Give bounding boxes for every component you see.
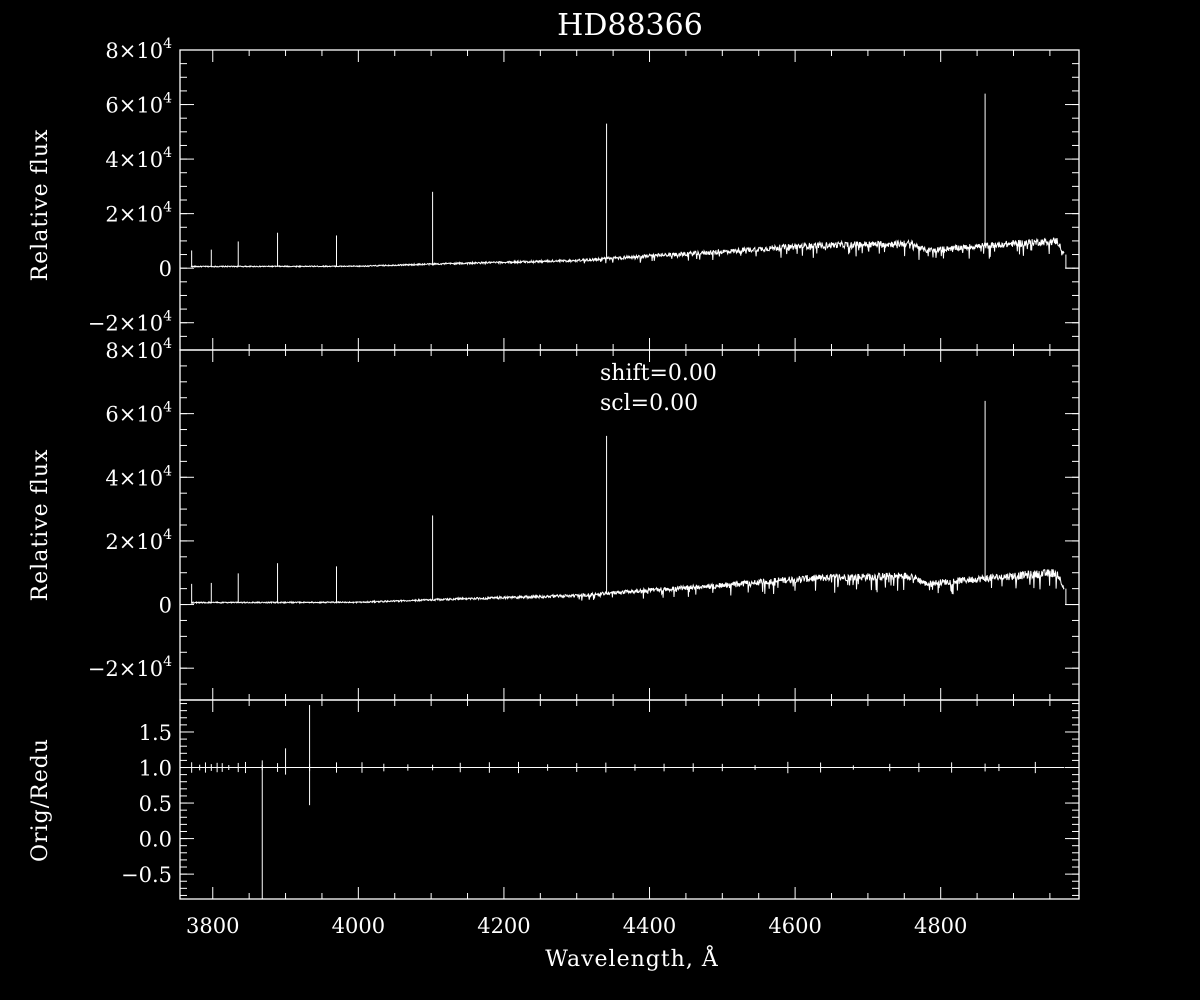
panel-frame	[179, 699, 1080, 900]
y-axis-label: Relative flux	[28, 129, 53, 282]
y-tick-label: 1.0	[139, 757, 172, 781]
chart-title: HD88366	[557, 8, 703, 43]
y-tick-label: −2×104	[88, 654, 172, 681]
y-tick-label: 0.0	[139, 828, 172, 852]
x-tick-label: 4200	[477, 914, 530, 938]
scl-annotation: scl=0.00	[600, 391, 698, 416]
y-axis-label: Orig/Redu	[28, 738, 53, 862]
x-tick-label: 3800	[186, 914, 239, 938]
y-tick-label: 1.5	[139, 721, 172, 745]
y-tick-label: −0.5	[121, 863, 172, 887]
spectrum-line	[190, 237, 1065, 269]
shift-annotation: shift=0.00	[600, 361, 717, 386]
y-tick-label: 8×104	[105, 36, 172, 63]
x-tick-label: 4800	[914, 914, 967, 938]
middle-flux-panel: −2×104 0 2×104 4×104 6×104 8×104 Relative flux…	[28, 336, 1080, 701]
y-tick-label: 6×104	[105, 400, 172, 427]
y-tick-label: −2×104	[88, 309, 172, 336]
y-tick-label: 2×104	[105, 527, 172, 554]
y-tick-label: 4×104	[105, 145, 172, 172]
y-tick-label: 0	[159, 594, 172, 618]
top-flux-panel: −2×104 0 2×104 4×104 6×104 8×104 Relative flux	[28, 36, 1080, 351]
y-tick-label: 4×104	[105, 463, 172, 490]
y-axis-label: Relative flux	[28, 449, 53, 602]
spectrum-line	[190, 569, 1065, 605]
x-tick-label: 4600	[768, 914, 821, 938]
ratio-panel: 3800 4000 4200 4400 4600 4800 −0.5 0.0 0.5 1.0 1.5…	[28, 699, 1080, 938]
y-tick-label: 0.5	[139, 792, 172, 816]
y-tick-label: 6×104	[105, 91, 172, 118]
y-tick-label: 8×104	[105, 336, 172, 363]
x-tick-label: 4000	[332, 914, 385, 938]
x-axis-label: Wavelength, Å	[545, 944, 719, 972]
panel-frame	[179, 49, 1080, 351]
y-tick-label: 2×104	[105, 200, 172, 227]
x-tick-label: 4400	[623, 914, 676, 938]
y-tick-label: 0	[159, 257, 172, 281]
